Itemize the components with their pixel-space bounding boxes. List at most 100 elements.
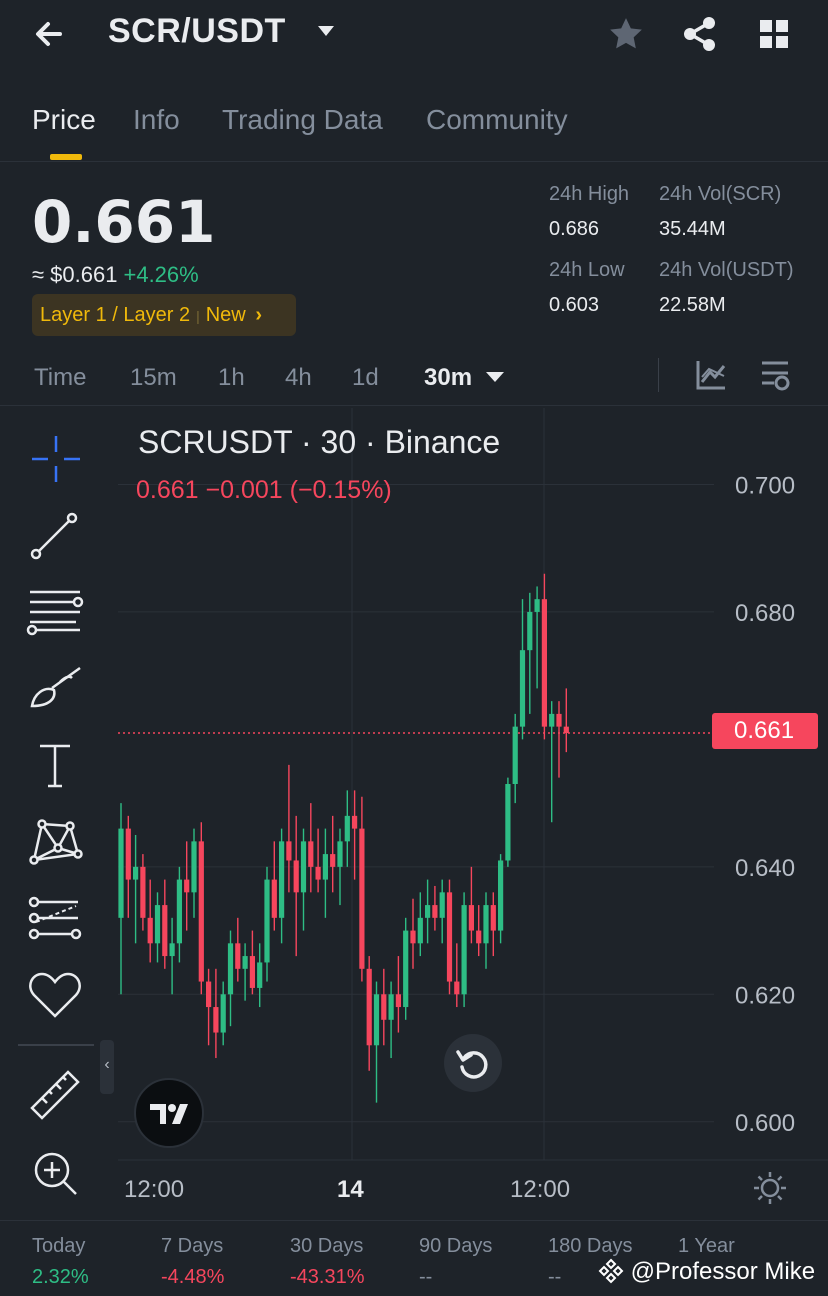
candle-body (271, 879, 277, 918)
tf-4h[interactable]: 4h (285, 364, 312, 391)
usd-price-row: ≈ $0.661 +4.26% (32, 262, 199, 288)
candle-body (527, 611, 533, 651)
tab-price[interactable]: Price (32, 104, 96, 135)
tab-trading-data[interactable]: Trading Data (222, 104, 383, 135)
chart-settings-icon[interactable] (758, 358, 792, 397)
drawing-toolbar (0, 408, 112, 1218)
perf-value: -4.48% (161, 1266, 225, 1288)
candle-body (249, 956, 255, 988)
ruler-icon[interactable] (22, 1062, 88, 1128)
candle-body (125, 828, 131, 880)
candle-body (556, 713, 562, 727)
candlestick-chart[interactable]: 0.600 0.620 0.640 0.680 0.700 (118, 408, 828, 1218)
candle-body (549, 713, 555, 727)
category-label: Layer 1 / Layer 2 (40, 304, 191, 326)
perf-value: -43.31% (290, 1266, 365, 1288)
x-tick-label: 14 (337, 1176, 364, 1203)
active-tab-indicator (50, 154, 82, 160)
high-value: 0.686 (549, 218, 600, 240)
perf-1y: 1 Year (678, 1235, 735, 1266)
candle-body (359, 828, 365, 969)
favorite-star-icon[interactable] (606, 14, 646, 59)
share-icon[interactable] (680, 14, 720, 59)
candle-body (468, 905, 474, 931)
tf-time[interactable]: Time (34, 364, 87, 391)
prediction-icon[interactable] (22, 886, 88, 952)
vol-quote-label: 24h Vol(USDT) (659, 259, 794, 281)
candle-body (220, 994, 226, 1033)
price-chart[interactable]: 0.600 0.620 0.640 0.680 0.700 (118, 408, 828, 1218)
tradingview-logo[interactable] (134, 1078, 204, 1148)
perf-value: -- (548, 1266, 562, 1288)
fib-retracement-icon[interactable] (22, 580, 88, 646)
candle-body (308, 841, 314, 867)
pair-dropdown-caret-icon[interactable] (318, 26, 334, 36)
trend-line-icon[interactable] (22, 502, 88, 568)
zoom-in-icon[interactable] (22, 1140, 88, 1206)
perf-label: 30 Days (290, 1235, 364, 1257)
tab-info[interactable]: Info (133, 104, 180, 135)
text-tool-icon[interactable] (22, 732, 88, 798)
candle-body (242, 956, 248, 969)
candle-body (563, 726, 569, 734)
watermark-text: @Professor Mike (630, 1258, 816, 1285)
low-value: 0.603 (549, 294, 600, 316)
timeframe-bar: Time 15m 1h 4h 1d 30m (0, 350, 828, 406)
brightness-settings-icon[interactable] (752, 1170, 788, 1211)
candle-body (147, 917, 153, 944)
main-tabs: Price Info Trading Data Community (0, 92, 828, 162)
y-tick-label: 0.620 (735, 982, 795, 1009)
perf-label: 7 Days (161, 1235, 224, 1257)
candle-body (388, 994, 394, 1020)
brush-icon[interactable] (22, 656, 88, 722)
favorites-heart-icon[interactable] (22, 962, 88, 1028)
chart-legend-values: 0.661 −0.001 (−0.15%) (136, 476, 392, 504)
candle-body (373, 994, 380, 1046)
perf-label: Today (32, 1235, 86, 1257)
candle-body (425, 905, 431, 918)
crosshair-icon[interactable] (22, 426, 88, 492)
category-tag[interactable]: Layer 1 / Layer 2 | New › (32, 294, 296, 336)
tf-dropdown-caret-icon[interactable] (486, 372, 504, 382)
reset-chart-button[interactable] (444, 1034, 502, 1092)
candle-body (322, 854, 328, 880)
candle-body (490, 905, 496, 931)
perf-label: 1 Year (678, 1235, 735, 1257)
perf-label: 180 Days (548, 1235, 633, 1257)
pair-title[interactable]: SCR/USDT (108, 12, 286, 50)
refresh-icon (456, 1050, 488, 1079)
tf-selected[interactable]: 30m (424, 364, 473, 391)
candle-body (498, 860, 504, 931)
last-price: 0.661 (32, 188, 216, 256)
candle-body (118, 828, 124, 918)
collapse-toolbar-button[interactable]: ‹ (100, 1040, 114, 1094)
candle-body (206, 981, 212, 1008)
candle-body (534, 599, 540, 612)
x-tick-label: 12:00 (124, 1176, 185, 1203)
back-arrow-icon[interactable] (30, 14, 78, 54)
perf-value: -- (419, 1266, 433, 1288)
candle-body (264, 879, 270, 963)
candle-body (235, 943, 241, 969)
tf-15m[interactable]: 15m (130, 364, 177, 391)
candle-body (293, 860, 299, 893)
candle-body (257, 962, 263, 988)
perf-7d: 7 Days -4.48% (161, 1235, 224, 1289)
candle-body (476, 930, 482, 944)
candle-body (162, 905, 168, 957)
tf-1d[interactable]: 1d (352, 364, 379, 391)
current-price-tag: 0.661 (712, 713, 818, 749)
candle-body (366, 968, 372, 1046)
tf-1h[interactable]: 1h (218, 364, 245, 391)
candle-body (227, 943, 234, 995)
pattern-icon[interactable] (22, 808, 88, 874)
candle-body (519, 650, 526, 727)
perf-today: Today 2.32% (32, 1235, 89, 1289)
grid-menu-icon[interactable] (756, 16, 792, 57)
indicator-icon[interactable] (694, 358, 728, 397)
candle-body (140, 866, 146, 918)
tab-community[interactable]: Community (426, 104, 568, 135)
candle-body (198, 841, 204, 982)
usd-price: ≈ $0.661 (32, 262, 118, 287)
candle-body (213, 1007, 219, 1033)
